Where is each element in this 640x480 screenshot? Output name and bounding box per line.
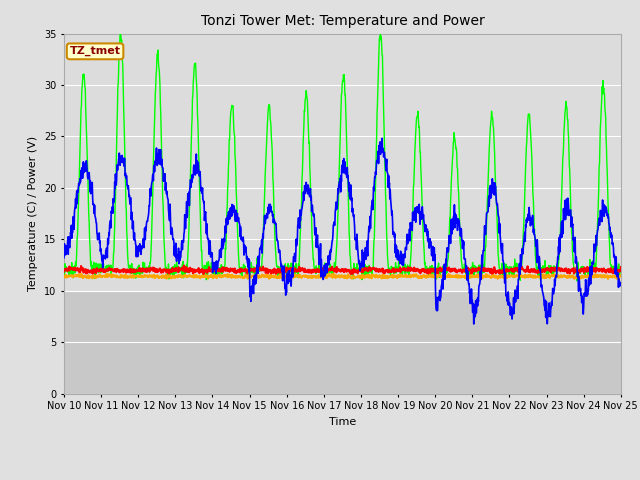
Bar — [64, 34, 621, 291]
Solar V — [429, 274, 437, 280]
Solar V — [617, 273, 625, 278]
Line: Air T: Air T — [64, 138, 621, 324]
Panel T — [171, 262, 179, 267]
Air T — [246, 294, 254, 300]
Battery V — [502, 268, 510, 274]
Air T — [502, 293, 510, 299]
Solar V — [170, 273, 178, 279]
Panel T — [429, 266, 437, 272]
Air T — [60, 255, 68, 261]
Battery V — [552, 266, 559, 272]
Solar V — [184, 273, 191, 279]
Panel T — [246, 266, 254, 272]
Solar V — [604, 276, 612, 282]
Air T — [429, 258, 437, 264]
Solar V — [551, 274, 559, 280]
Line: Solar V: Solar V — [64, 274, 621, 279]
Battery V — [247, 267, 255, 273]
Line: Panel T: Panel T — [64, 33, 621, 281]
Panel T — [573, 278, 581, 284]
Battery V — [200, 272, 207, 277]
Battery V — [180, 263, 188, 268]
Panel T — [116, 30, 124, 36]
Air T — [184, 191, 191, 197]
Solar V — [246, 273, 254, 279]
Panel T — [551, 264, 559, 270]
Legend: Panel T, Battery V, Air T, Solar V: Panel T, Battery V, Air T, Solar V — [172, 479, 513, 480]
Air T — [378, 135, 386, 141]
Panel T — [502, 261, 509, 267]
Panel T — [184, 245, 192, 251]
Panel T — [617, 264, 625, 270]
Battery V — [184, 266, 192, 272]
Text: TZ_tmet: TZ_tmet — [70, 46, 120, 57]
Solar V — [502, 274, 509, 280]
Panel T — [60, 265, 68, 271]
Title: Tonzi Tower Met: Temperature and Power: Tonzi Tower Met: Temperature and Power — [200, 14, 484, 28]
Y-axis label: Temperature (C) / Power (V): Temperature (C) / Power (V) — [28, 136, 38, 291]
Battery V — [429, 268, 437, 274]
Battery V — [170, 268, 178, 274]
Air T — [617, 281, 625, 287]
X-axis label: Time: Time — [329, 417, 356, 427]
Battery V — [617, 264, 625, 270]
Line: Battery V: Battery V — [64, 265, 621, 275]
Solar V — [60, 274, 68, 279]
Air T — [170, 252, 178, 258]
Air T — [552, 276, 559, 282]
Solar V — [325, 271, 333, 276]
Air T — [470, 321, 477, 327]
Battery V — [60, 269, 68, 275]
